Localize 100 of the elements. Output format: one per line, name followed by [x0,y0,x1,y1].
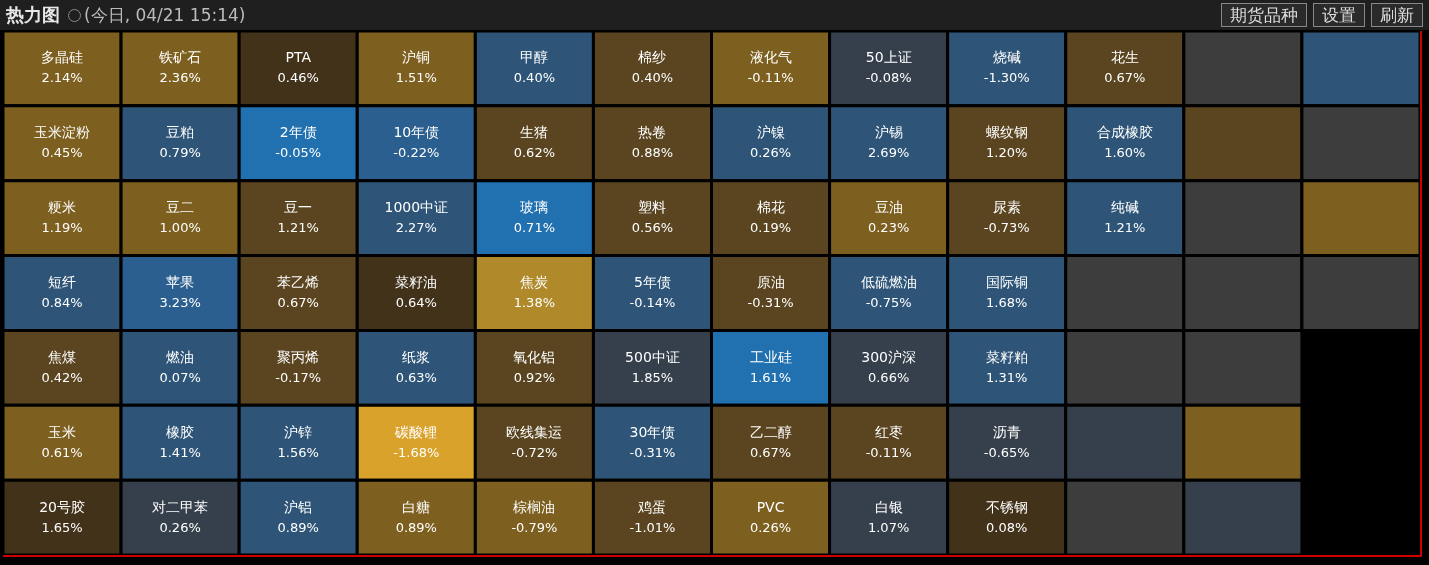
text: 热力图 [6,3,60,27]
category-label: 500中证 [625,348,680,365]
data-label: -0.11% [747,70,794,86]
category-label: 白银 [874,498,903,515]
text: 刷新 [1371,3,1423,27]
data-label: 0.46% [277,70,319,86]
data-label: 0.67% [1104,70,1146,86]
data-label: 0.64% [395,295,437,310]
category-label: 棉纱 [638,49,667,66]
data-label: -0.65% [983,444,1030,460]
category-label: 焦炭 [520,274,549,290]
data-label: 1.61% [749,369,792,385]
data-label: 0.08% [986,519,1028,535]
data-label: 0.26% [749,519,792,535]
data-label: 0.84% [41,295,83,310]
category-label: 国际铜 [985,274,1028,290]
category-label: 白糖 [402,498,431,515]
category-label: 橡胶 [166,423,195,440]
category-label: 短纤 [48,274,77,290]
data-label: 2.14% [41,70,83,86]
category-label: 塑料 [638,199,667,216]
category-label: 2年债 [279,124,317,141]
data-label: 0.19% [749,220,792,236]
data-label: 0.89% [277,519,319,535]
data-label: 1.31% [986,369,1028,385]
data-label: 0.40% [513,70,556,86]
category-label: 甲醇 [520,49,549,66]
data-label: 1.60% [1104,145,1146,161]
category-label: 豆二 [166,199,195,216]
data-label: 0.88% [631,145,674,161]
category-label: 菜籽粕 [985,348,1028,365]
category-label: 螺纹钢 [985,124,1028,141]
category-label: 50上证 [865,49,912,66]
category-label: 沪铝 [284,498,313,515]
category-label: 玉米淀粉 [34,124,91,141]
category-label: 豆一 [284,199,313,216]
category-label: 合成橡胶 [1096,124,1153,141]
data-label: 1.65% [41,519,83,535]
data-label: -1.68% [393,444,440,460]
text: (今日, 04/21 15:14) [84,3,246,27]
category-label: 燃油 [166,348,195,365]
category-label: 乙二醇 [749,423,792,440]
data-label: 0.62% [513,145,556,161]
data-label: -0.75% [865,295,912,310]
category-label: 玉米 [48,423,77,440]
data-label: 0.67% [277,295,319,310]
text: 期货品种 [1221,3,1307,27]
data-label: 0.66% [867,369,910,385]
category-label: 热卷 [638,124,667,141]
category-label: 苯乙烯 [277,274,320,290]
category-label: 欧线集运 [506,423,563,440]
data-label: -1.01% [629,519,676,535]
category-label: 工业硅 [749,348,792,365]
data-label: 0.40% [631,70,674,86]
data-label: 0.07% [159,369,201,385]
data-label: 0.63% [395,369,437,385]
category-label: 300沪深 [861,348,916,365]
data-label: -0.17% [275,369,322,385]
data-label: 0.23% [867,220,910,236]
category-label: 30年债 [629,423,676,440]
data-label: -0.11% [865,444,912,460]
data-label: 1.38% [513,295,556,310]
data-label: 1.56% [277,444,319,460]
data-label: 1.07% [867,519,910,535]
data-label: 1.21% [277,220,319,236]
category-label: 豆油 [874,199,903,216]
data-label: -0.72% [511,444,558,460]
data-label: -0.08% [865,70,912,86]
category-label: 豆粕 [166,124,195,141]
category-label: 低硫燃油 [860,274,917,290]
category-label: 多晶硅 [41,49,84,66]
data-label: 0.56% [631,220,674,236]
category-label: 铁矿石 [158,49,202,66]
data-label: 2.27% [395,220,437,236]
data-label: 0.79% [159,145,201,161]
category-label: 沪铜 [402,49,431,66]
category-label: 不锈钢 [985,498,1028,515]
data-label: -0.22% [393,145,440,161]
data-label: -0.14% [629,295,676,310]
text: 设置 [1313,3,1365,27]
category-label: 聚丙烯 [277,348,320,365]
category-label: 原油 [756,274,785,290]
data-label: 0.42% [41,369,83,385]
category-label: 粳米 [48,199,77,216]
data-label: 2.36% [159,70,201,86]
category-label: 对二甲苯 [152,498,209,515]
data-label: 1.41% [159,444,201,460]
category-label: 氧化铝 [513,348,556,365]
category-label: 液化气 [749,49,792,66]
data-label: -1.30% [983,70,1030,86]
category-label: 红枣 [874,423,903,440]
data-label: 1.21% [1104,220,1146,236]
category-label: 烧碱 [992,49,1021,66]
data-label: 0.26% [159,519,201,535]
data-label: 3.23% [159,295,201,310]
category-label: 沪锌 [284,423,313,440]
category-label: 纯碱 [1110,199,1139,216]
category-label: 10年债 [393,124,440,141]
category-label: 生猪 [520,124,549,141]
category-label: 花生 [1110,49,1139,66]
